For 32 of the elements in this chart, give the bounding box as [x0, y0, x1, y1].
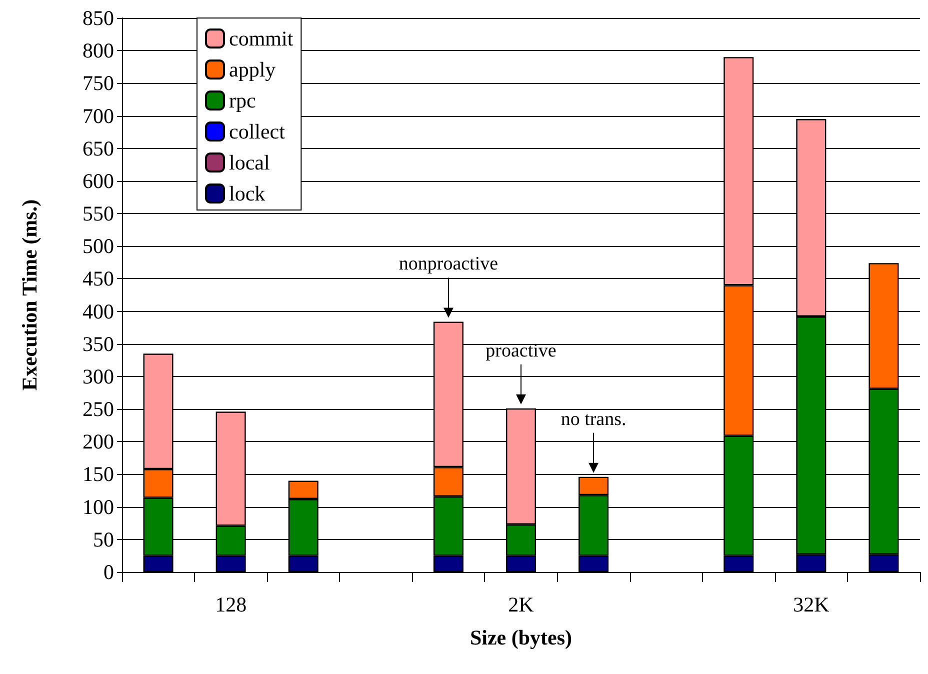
x-tick-label: 2K — [508, 592, 534, 616]
legend-label: commit — [229, 26, 294, 50]
annotation: no trans. — [560, 408, 626, 430]
annotation: nonproactive — [398, 254, 498, 275]
legend-label: rpc — [229, 88, 256, 112]
legend-label: lock — [229, 182, 266, 206]
legend-label: local — [229, 150, 270, 174]
y-tick-label: 0 — [104, 560, 114, 584]
y-tick-label: 850 — [82, 6, 114, 30]
y-tick-label: 400 — [82, 299, 114, 324]
annotation: proactive — [486, 340, 556, 362]
y-tick-label: 550 — [82, 202, 114, 226]
y-tick-label: 50 — [93, 527, 114, 552]
y-axis-title: Execution Time (ms.) — [18, 199, 42, 391]
y-tick-label: 500 — [82, 234, 114, 258]
legend-label: apply — [229, 58, 276, 82]
legend-label: collect — [229, 120, 286, 144]
y-tick-label: 300 — [82, 364, 114, 388]
y-tick-label: 150 — [82, 462, 114, 486]
y-tick-label: 100 — [82, 494, 114, 519]
y-tick-label: 450 — [82, 266, 114, 291]
y-tick-label: 700 — [82, 104, 114, 128]
y-tick-label: 250 — [82, 397, 114, 422]
x-tick-label: 128 — [215, 592, 247, 616]
y-tick-label: 650 — [82, 136, 114, 160]
y-tick-label: 200 — [82, 430, 114, 454]
y-tick-label: 600 — [82, 168, 114, 193]
x-tick-label: 32K — [793, 592, 830, 616]
x-axis-title: Size (bytes) — [470, 626, 572, 650]
y-tick-label: 750 — [82, 71, 114, 96]
y-tick-label: 800 — [82, 38, 114, 63]
y-tick-label: 350 — [82, 332, 114, 356]
